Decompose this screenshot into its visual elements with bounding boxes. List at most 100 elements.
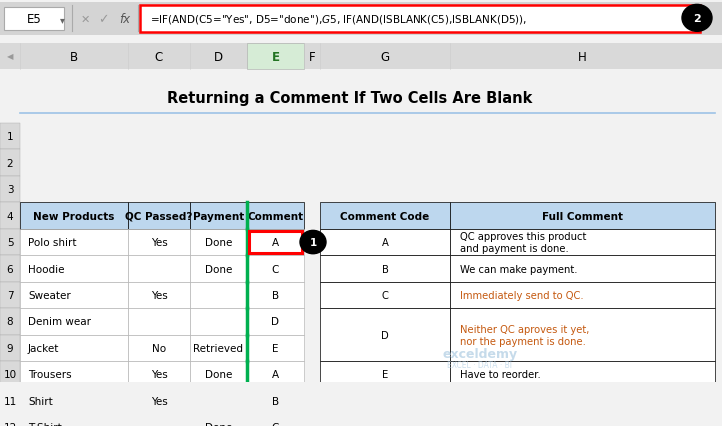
Text: Yes: Yes — [151, 291, 168, 300]
Text: F: F — [309, 50, 316, 63]
Text: 8: 8 — [6, 317, 13, 327]
Text: Shirt: Shirt — [28, 396, 53, 406]
Bar — [450, 308, 715, 361]
Bar — [128, 256, 190, 282]
Text: C: C — [271, 423, 279, 426]
Text: A: A — [272, 370, 279, 380]
Text: ✕: ✕ — [80, 15, 90, 25]
Bar — [0, 150, 20, 176]
Text: G: G — [380, 50, 390, 63]
Text: =IF(AND(C5="Yes", D5="done"),$G$5, IF(AND(ISBLANK(C5),ISBLANK(D5)),: =IF(AND(C5="Yes", D5="done"),$G$5, IF(AN… — [150, 13, 527, 26]
Bar — [0, 124, 20, 150]
Bar — [0, 414, 20, 426]
Bar — [450, 282, 715, 308]
Text: B: B — [272, 291, 279, 300]
Bar — [20, 308, 128, 335]
Bar — [450, 256, 715, 282]
Bar — [0, 44, 722, 70]
Bar — [0, 335, 20, 361]
Bar — [190, 229, 247, 256]
Text: exceldemy: exceldemy — [443, 347, 518, 360]
Text: 11: 11 — [4, 396, 17, 406]
Bar — [140, 6, 700, 33]
Bar — [190, 414, 247, 426]
Text: Done: Done — [205, 370, 232, 380]
Bar — [190, 308, 247, 335]
Text: B: B — [272, 396, 279, 406]
Text: Done: Done — [205, 423, 232, 426]
Text: Denim wear: Denim wear — [28, 317, 91, 327]
Bar — [20, 388, 128, 414]
Text: 2: 2 — [693, 14, 701, 24]
Bar — [0, 229, 20, 256]
Text: fx: fx — [119, 13, 131, 26]
Bar — [247, 203, 304, 229]
Bar — [320, 361, 450, 388]
Bar — [247, 282, 304, 308]
Text: T-Shirt: T-Shirt — [28, 423, 62, 426]
Text: Comment: Comment — [248, 211, 303, 221]
Bar — [320, 203, 450, 229]
Text: D: D — [214, 50, 223, 63]
Text: Payment: Payment — [193, 211, 244, 221]
Text: Comment Code: Comment Code — [340, 211, 430, 221]
Text: Have to reorder.: Have to reorder. — [460, 370, 541, 380]
Bar — [190, 256, 247, 282]
Bar — [0, 361, 20, 388]
Text: Jacket: Jacket — [28, 343, 59, 353]
Text: Retrieved: Retrieved — [193, 343, 243, 353]
Text: 5: 5 — [6, 237, 13, 248]
Text: 12: 12 — [4, 423, 17, 426]
Bar — [247, 256, 304, 282]
Bar — [0, 388, 20, 414]
Text: Yes: Yes — [151, 396, 168, 406]
Text: 4: 4 — [6, 211, 13, 221]
Bar — [190, 388, 247, 414]
Text: C: C — [381, 291, 388, 300]
Bar — [190, 361, 247, 388]
Text: Polo shirt: Polo shirt — [28, 237, 77, 248]
Text: Sweater: Sweater — [28, 291, 71, 300]
Bar — [20, 282, 128, 308]
Bar — [20, 335, 128, 361]
Text: E: E — [382, 370, 388, 380]
Bar — [190, 203, 247, 229]
Bar — [0, 308, 20, 335]
Text: E: E — [272, 343, 279, 353]
Circle shape — [682, 6, 712, 32]
Bar — [320, 282, 450, 308]
Bar — [247, 44, 304, 70]
Bar — [20, 256, 128, 282]
Bar — [450, 229, 715, 256]
Bar — [450, 203, 715, 229]
Bar — [128, 282, 190, 308]
Bar — [320, 308, 450, 361]
Text: E: E — [271, 50, 279, 63]
Text: Hoodie: Hoodie — [28, 264, 64, 274]
Bar — [20, 361, 128, 388]
Bar — [128, 414, 190, 426]
Bar — [247, 388, 304, 414]
Text: C: C — [155, 50, 163, 63]
Text: D: D — [271, 317, 279, 327]
Text: 6: 6 — [6, 264, 13, 274]
Text: We can make payment.: We can make payment. — [460, 264, 578, 274]
Bar — [247, 229, 304, 256]
Bar — [20, 414, 128, 426]
Bar — [128, 203, 190, 229]
Text: 1: 1 — [6, 132, 13, 142]
Text: B: B — [70, 50, 78, 63]
Text: Full Comment: Full Comment — [542, 211, 623, 221]
Text: C: C — [271, 264, 279, 274]
Bar — [190, 282, 247, 308]
Text: New Products: New Products — [33, 211, 115, 221]
Text: EXCEL · DATA · BI: EXCEL · DATA · BI — [448, 360, 513, 369]
Text: QC Passed?: QC Passed? — [126, 211, 193, 221]
Circle shape — [300, 231, 326, 254]
Text: Trousers: Trousers — [28, 370, 71, 380]
Text: 2: 2 — [6, 158, 13, 168]
Text: E5: E5 — [27, 13, 41, 26]
Text: D: D — [381, 330, 389, 340]
Text: Immediately send to QC.: Immediately send to QC. — [460, 291, 583, 300]
Bar — [128, 229, 190, 256]
